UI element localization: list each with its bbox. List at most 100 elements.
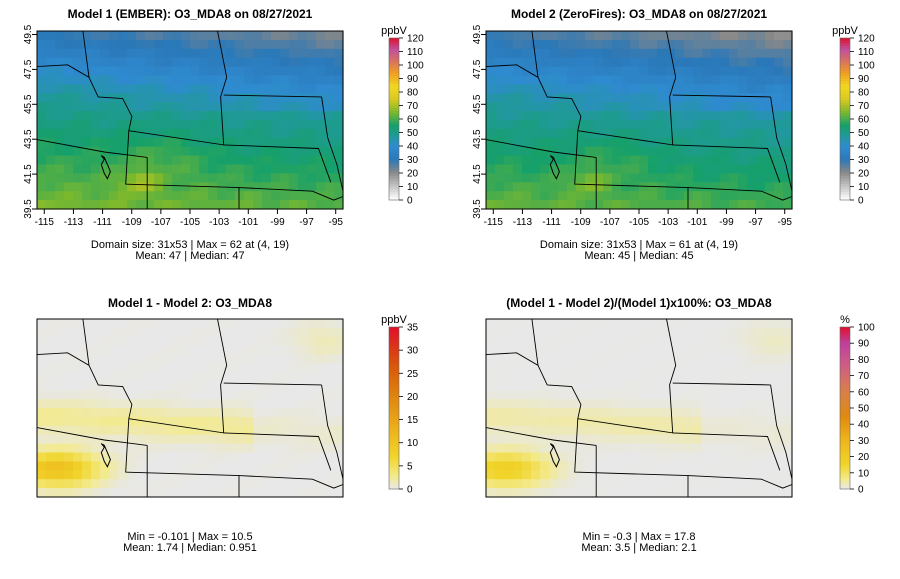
- heatmap-cell: [181, 434, 191, 445]
- heatmap-cell: [145, 111, 155, 121]
- heatmap-cell: [82, 155, 92, 166]
- heatmap-cell: [684, 111, 694, 121]
- heatmap-cell: [639, 363, 649, 373]
- heatmap-cell: [298, 381, 308, 391]
- heatmap-cell: [334, 452, 344, 462]
- heatmap-cell: [190, 31, 200, 41]
- heatmap-cell: [603, 399, 613, 409]
- legend-tick-label: 30: [407, 155, 419, 166]
- legend-swatch: [389, 70, 399, 74]
- heatmap-cell: [612, 111, 622, 121]
- heatmap-cell: [549, 173, 559, 183]
- heatmap-cell: [82, 390, 92, 400]
- heatmap-cell: [630, 345, 640, 356]
- heatmap-cell: [567, 416, 577, 427]
- heatmap-cell: [702, 416, 712, 427]
- heatmap-cell: [82, 327, 92, 338]
- legend-swatch: [389, 445, 399, 449]
- heatmap-cell: [289, 39, 299, 50]
- legend-tick-label: 90: [407, 74, 419, 85]
- heatmap-cell: [325, 182, 335, 192]
- heatmap-cell: [540, 452, 550, 462]
- heatmap-cell: [576, 461, 586, 471]
- heatmap-cell: [774, 120, 784, 130]
- heatmap-cell: [199, 120, 209, 130]
- heatmap-cell: [621, 48, 631, 59]
- legend-swatch: [389, 143, 399, 147]
- heatmap-cell: [172, 39, 182, 50]
- heatmap-cell: [720, 39, 730, 50]
- heatmap-cell: [181, 66, 191, 77]
- heatmap-cell: [693, 146, 703, 157]
- heatmap-cell: [253, 48, 263, 59]
- heatmap-cell: [612, 31, 622, 41]
- heatmap-cell: [316, 470, 326, 480]
- heatmap-cell: [262, 381, 272, 391]
- legend-tick-label: 110: [858, 47, 874, 58]
- heatmap-cell: [235, 479, 245, 489]
- heatmap-cell: [666, 137, 676, 148]
- heatmap-cell: [226, 39, 236, 50]
- heatmap-cell: [513, 408, 523, 418]
- heatmap-cell: [738, 425, 748, 436]
- heatmap-cell: [612, 327, 622, 338]
- heatmap-cell: [316, 137, 326, 148]
- legend-tick-label: 10: [407, 438, 419, 449]
- heatmap-cell: [334, 336, 344, 347]
- heatmap-cell: [307, 408, 317, 418]
- heatmap-cell: [298, 452, 308, 462]
- heatmap-cell: [567, 434, 577, 445]
- heatmap-cell: [199, 102, 209, 112]
- heatmap-cell: [774, 319, 784, 329]
- heatmap-cell: [675, 461, 685, 471]
- heatmap-cell: [711, 363, 721, 373]
- heatmap-cell: [630, 425, 640, 436]
- heatmap-cell: [504, 319, 514, 329]
- heatmap-cell: [720, 372, 730, 382]
- heatmap-cell: [729, 155, 739, 166]
- heatmap-cell: [46, 57, 56, 68]
- heatmap-cell: [522, 137, 532, 148]
- heatmap-cell: [118, 164, 128, 174]
- heatmap-cell: [280, 93, 290, 103]
- heatmap-cell: [307, 434, 317, 445]
- heatmap-cell: [513, 345, 523, 356]
- heatmap-cell: [235, 128, 245, 139]
- legend-swatch: [840, 94, 850, 98]
- heatmap-cell: [765, 479, 775, 489]
- heatmap-cell: [549, 488, 559, 498]
- heatmap-cell: [657, 479, 667, 489]
- heatmap-cell: [37, 137, 47, 148]
- heatmap-cell: [163, 363, 173, 373]
- heatmap-cell: [226, 408, 236, 418]
- heatmap-cell: [522, 120, 532, 130]
- heatmap-cell: [64, 416, 74, 427]
- heatmap-cell: [603, 57, 613, 68]
- axes: -115 -113 -111 -109 -107 -105 -103 -101 -99 -97 -9…: [23, 24, 343, 228]
- heatmap-cell: [783, 390, 793, 400]
- heatmap-cell: [109, 399, 119, 409]
- heatmap-cell: [765, 434, 775, 445]
- heatmap-cell: [226, 128, 236, 139]
- heatmap-cell: [621, 443, 631, 454]
- heatmap-cell: [262, 111, 272, 121]
- heatmap-cell: [639, 120, 649, 130]
- heatmap-cell: [567, 146, 577, 157]
- heatmap-cell: [199, 470, 209, 480]
- heatmap-cell: [639, 399, 649, 409]
- heatmap-cell: [37, 452, 47, 462]
- heatmap-cell: [558, 461, 568, 471]
- heatmap-cell: [612, 164, 622, 174]
- heatmap-cell: [765, 363, 775, 373]
- heatmap-cell: [127, 39, 137, 50]
- legend-tick-label: 0: [858, 196, 864, 207]
- heatmap-cell: [172, 155, 182, 166]
- heatmap-cell: [729, 48, 739, 59]
- heatmap-cell: [765, 399, 775, 409]
- legend-swatch: [389, 46, 399, 50]
- heatmap-cell: [280, 408, 290, 418]
- heatmap-cell: [549, 443, 559, 454]
- heatmap-cell: [612, 434, 622, 445]
- heatmap-cell: [100, 57, 110, 68]
